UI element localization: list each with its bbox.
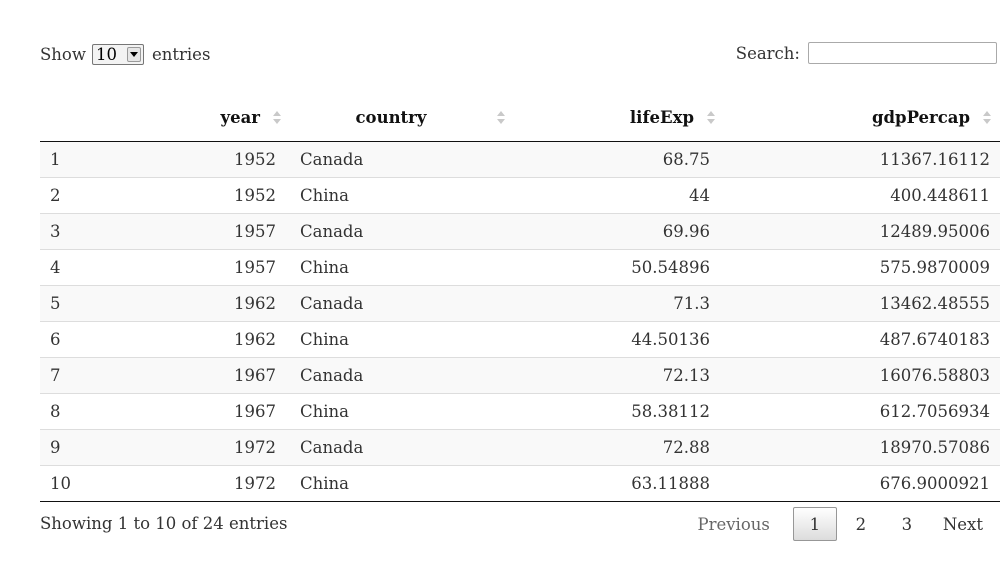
page-button-1[interactable]: 1 (792, 507, 837, 541)
cell-lifeexp: 72.88 (514, 429, 724, 466)
column-header-year[interactable]: year (110, 108, 290, 142)
cell-year: 1962 (110, 321, 290, 358)
cell-lifeexp: 68.75 (662, 150, 710, 169)
cell-lifeexp: 58.38112 (514, 393, 724, 430)
cell-country: China (290, 393, 514, 430)
column-header-label: gdpPercap (871, 108, 970, 127)
datatable-wrapper: Show 10 entries Search: year (40, 0, 1000, 562)
row-index: 5 (40, 285, 110, 322)
table-row[interactable]: 2 1952 China 44 400.448611 (40, 177, 1000, 214)
table-footer: Showing 1 to 10 of 24 entries Previous 1… (40, 502, 1000, 562)
sort-icon (497, 110, 505, 126)
table-row[interactable]: 7 1967 Canada 72.13 16076.58803 (40, 357, 1000, 394)
cell-country: Canada (290, 213, 514, 250)
pagination: Previous 1 2 3 Next (684, 507, 1000, 541)
cell-gdppercap: 487.6740183 (724, 321, 1000, 358)
cell-lifeexp: 63.11888 (514, 465, 724, 502)
cell-gdppercap: 18970.57086 (724, 429, 1000, 466)
row-index: 2 (40, 177, 110, 214)
cell-gdppercap: 575.9870009 (724, 249, 1000, 286)
cell-gdppercap: 16076.58803 (724, 357, 1000, 394)
chevron-down-icon[interactable] (127, 46, 141, 62)
sort-icon (707, 110, 715, 126)
sort-icon (273, 110, 281, 126)
row-index: 7 (40, 357, 110, 394)
cell-gdppercap: 12489.95006 (724, 213, 1000, 250)
cell-year: 1962 (110, 285, 290, 322)
table-header-row: year country lifeExp gdpPercap (40, 108, 1000, 142)
search-label: Search: (735, 43, 800, 63)
cell-lifeexp: 44.50136 (514, 321, 724, 358)
row-index: 10 (40, 465, 110, 502)
cell-gdppercap: 11367.16112 (879, 150, 990, 169)
cell-country: China (290, 177, 514, 214)
table-row[interactable]: 6 1962 China 44.50136 487.6740183 (40, 321, 1000, 358)
cell-year: 1972 (110, 465, 290, 502)
row-index: 6 (40, 321, 110, 358)
row-index: 8 (40, 393, 110, 430)
cell-gdppercap: 400.448611 (724, 177, 1000, 214)
cell-lifeexp: 44 (514, 177, 724, 214)
sort-icon (983, 110, 991, 126)
cell-country: Canada (290, 357, 514, 394)
table-row[interactable]: 1 1952 Canada 68.75 11367.16112 (40, 141, 1000, 178)
cell-year: 1972 (110, 429, 290, 466)
show-label: Show (40, 44, 86, 64)
data-table: year country lifeExp gdpPercap (40, 108, 1000, 502)
table-controls: Show 10 entries Search: (40, 0, 1000, 108)
cell-country: China (290, 465, 514, 502)
cell-year: 1957 (110, 249, 290, 286)
cell-year: 1952 (234, 150, 276, 169)
cell-gdppercap: 612.7056934 (724, 393, 1000, 430)
cell-lifeexp: 69.96 (514, 213, 724, 250)
column-header-label: year (220, 108, 260, 127)
table-row[interactable]: 8 1967 China 58.38112 612.7056934 (40, 393, 1000, 430)
entries-select[interactable]: 10 (92, 43, 144, 65)
cell-lifeexp: 71.3 (514, 285, 724, 322)
cell-year: 1957 (110, 213, 290, 250)
table-row[interactable]: 9 1972 Canada 72.88 18970.57086 (40, 429, 1000, 466)
cell-lifeexp: 72.13 (514, 357, 724, 394)
cell-gdppercap: 13462.48555 (724, 285, 1000, 322)
row-index: 9 (40, 429, 110, 466)
cell-country: China (290, 321, 514, 358)
column-header-label: country (355, 108, 427, 127)
search-input[interactable] (808, 42, 997, 64)
cell-country: China (290, 249, 514, 286)
table-row[interactable]: 4 1957 China 50.54896 575.9870009 (40, 249, 1000, 286)
column-header-label: lifeExp (629, 108, 694, 127)
column-header-gdppercap[interactable]: gdpPercap (724, 108, 1000, 142)
search-filter: Search: (736, 41, 997, 65)
next-button[interactable]: Next (942, 515, 983, 534)
column-header-country[interactable]: country (290, 108, 514, 142)
table-info: Showing 1 to 10 of 24 entries (40, 514, 288, 533)
row-index: 3 (40, 213, 110, 250)
cell-country: Canada (290, 285, 514, 322)
column-header-lifeexp[interactable]: lifeExp (514, 108, 724, 142)
page-button-2[interactable]: 2 (855, 515, 867, 534)
table-row[interactable]: 10 1972 China 63.11888 676.9000921 (40, 465, 1000, 502)
cell-country: Canada (300, 150, 364, 169)
page-button-3[interactable]: 3 (901, 515, 913, 534)
cell-lifeexp: 50.54896 (514, 249, 724, 286)
entries-select-value: 10 (96, 44, 117, 64)
entries-length-control: Show 10 entries (40, 42, 210, 66)
table-row[interactable]: 5 1962 Canada 71.3 13462.48555 (40, 285, 1000, 322)
cell-year: 1967 (110, 393, 290, 430)
cell-gdppercap: 676.9000921 (724, 465, 1000, 502)
row-index: 4 (40, 249, 110, 286)
entries-label: entries (152, 44, 211, 64)
table-row[interactable]: 3 1957 Canada 69.96 12489.95006 (40, 213, 1000, 250)
cell-year: 1952 (110, 177, 290, 214)
column-header-index[interactable] (40, 108, 110, 142)
cell-year: 1967 (110, 357, 290, 394)
cell-country: Canada (290, 429, 514, 466)
previous-button[interactable]: Previous (697, 515, 770, 534)
row-index: 1 (50, 150, 61, 169)
